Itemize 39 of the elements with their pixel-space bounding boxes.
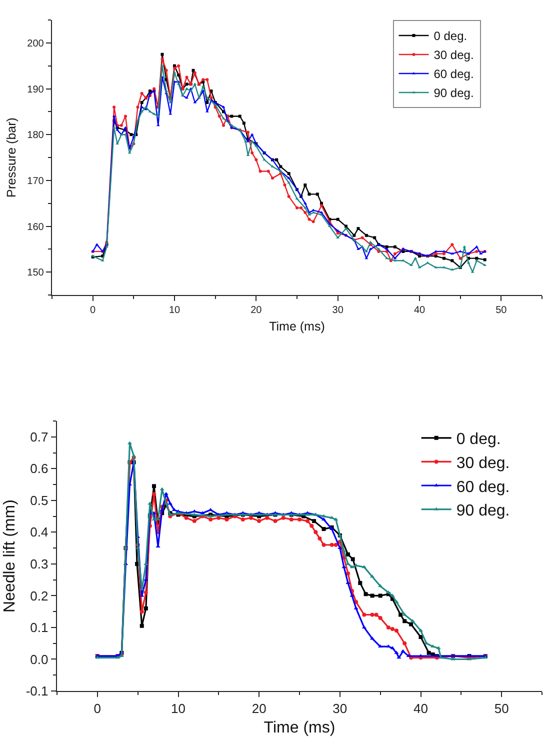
legend-label: 30 deg. (434, 48, 474, 62)
legend-label: 30 deg. (456, 454, 510, 472)
x-tick-label: 50 (496, 305, 508, 316)
legend-label: 0 deg. (434, 29, 468, 44)
x-tick-label: 30 (332, 305, 344, 316)
y-tick-label: 200 (27, 38, 44, 50)
x-tick-label: 40 (414, 700, 428, 716)
y-tick-label: 0.2 (30, 588, 48, 604)
x-axis-title: Time (ms) (269, 319, 325, 334)
x-tick-label: 30 (332, 700, 348, 716)
y-tick-label: -0.1 (26, 684, 48, 699)
x-tick-label: 20 (250, 305, 262, 316)
y-tick-label: 0.1 (30, 620, 48, 636)
x-tick-label: 10 (171, 700, 186, 716)
y-tick-label: 170 (27, 176, 44, 187)
y-tick-label: 0.3 (30, 556, 48, 572)
legend-label: 60 deg. (456, 478, 510, 496)
x-tick-label: 50 (494, 700, 509, 716)
x-tick-label: 20 (252, 700, 266, 716)
y-tick-label: 160 (27, 222, 44, 233)
y-tick-label: 0.7 (30, 429, 48, 444)
y-tick-label: 0.0 (30, 652, 48, 667)
y-axis-title: Pressure (bar) (4, 118, 18, 198)
y-tick-label: 0.4 (30, 524, 48, 540)
legend-label: 90 deg. (434, 86, 474, 100)
y-tick-label: 150 (27, 268, 44, 279)
legend-label: 0 deg. (456, 431, 501, 448)
y-tick-label: 180 (27, 130, 44, 142)
x-tick-label: 40 (414, 305, 426, 316)
legend-label: 60 deg. (434, 67, 474, 82)
x-tick-label: 0 (94, 700, 102, 716)
y-tick-label: 0.5 (30, 492, 48, 508)
y-axis-title: Needle lift (mm) (2, 500, 19, 612)
x-tick-label: 0 (90, 305, 96, 316)
y-tick-label: 0.6 (30, 461, 48, 476)
x-tick-label: 10 (168, 305, 180, 316)
y-tick-label: 190 (27, 84, 44, 96)
x-axis-title: Time (ms) (264, 719, 336, 736)
legend-label: 90 deg. (456, 502, 510, 520)
